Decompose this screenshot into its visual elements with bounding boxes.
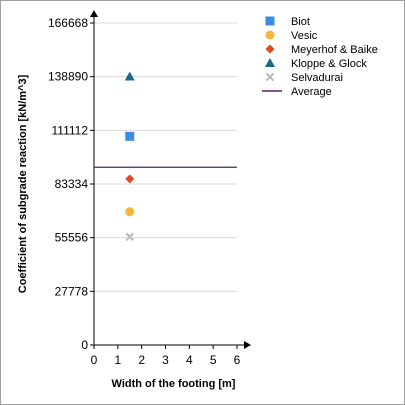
x-axis-arrow <box>244 341 251 349</box>
x-tick-label-5: 5 <box>210 353 217 367</box>
legend-marker-1 <box>265 30 275 40</box>
y-axis-title: Coefficient of subgrade reaction [kN/m^3… <box>17 74 29 293</box>
legend-marker-0 <box>265 16 275 26</box>
y-tick-label-4: 111112 <box>52 123 89 137</box>
data-point-triangle-3-0 <box>124 71 135 81</box>
legend-label-2: Meyerhof & Baike <box>291 44 378 56</box>
legend-label-1: Vesic <box>291 30 318 42</box>
legend-label-average: Average <box>291 86 332 98</box>
y-tick-label-1: 27778 <box>55 284 89 298</box>
legend-marker-2 <box>265 44 275 54</box>
legend-label-3: Kloppe & Glock <box>291 58 367 70</box>
x-tick-label-2: 2 <box>138 353 145 367</box>
y-tick-label-3: 83334 <box>55 177 89 191</box>
legend-marker-4 <box>265 72 275 82</box>
legend-label-0: Biot <box>291 16 310 28</box>
data-point-square-0-0 <box>125 131 135 141</box>
legend-label-4: Selvadurai <box>291 72 343 84</box>
x-tick-label-3: 3 <box>162 353 169 367</box>
data-point-diamond-2-0 <box>125 174 135 184</box>
x-tick-label-0: 0 <box>91 353 98 367</box>
x-tick-label-1: 1 <box>114 353 121 367</box>
x-tick-label-4: 4 <box>186 353 193 367</box>
x-tick-label-6: 6 <box>234 353 241 367</box>
y-tick-label-2: 55556 <box>55 231 89 245</box>
x-axis-title: Width of the footing [m] <box>112 378 236 390</box>
y-tick-label-5: 138890 <box>48 70 88 84</box>
data-point-cross-4-0 <box>125 232 135 242</box>
legend-marker-3 <box>265 58 275 67</box>
data-point-circle-1-0 <box>125 207 135 217</box>
y-tick-label-6: 166668 <box>48 16 88 30</box>
y-axis-arrow <box>90 10 98 17</box>
y-tick-label-0: 0 <box>81 338 88 352</box>
